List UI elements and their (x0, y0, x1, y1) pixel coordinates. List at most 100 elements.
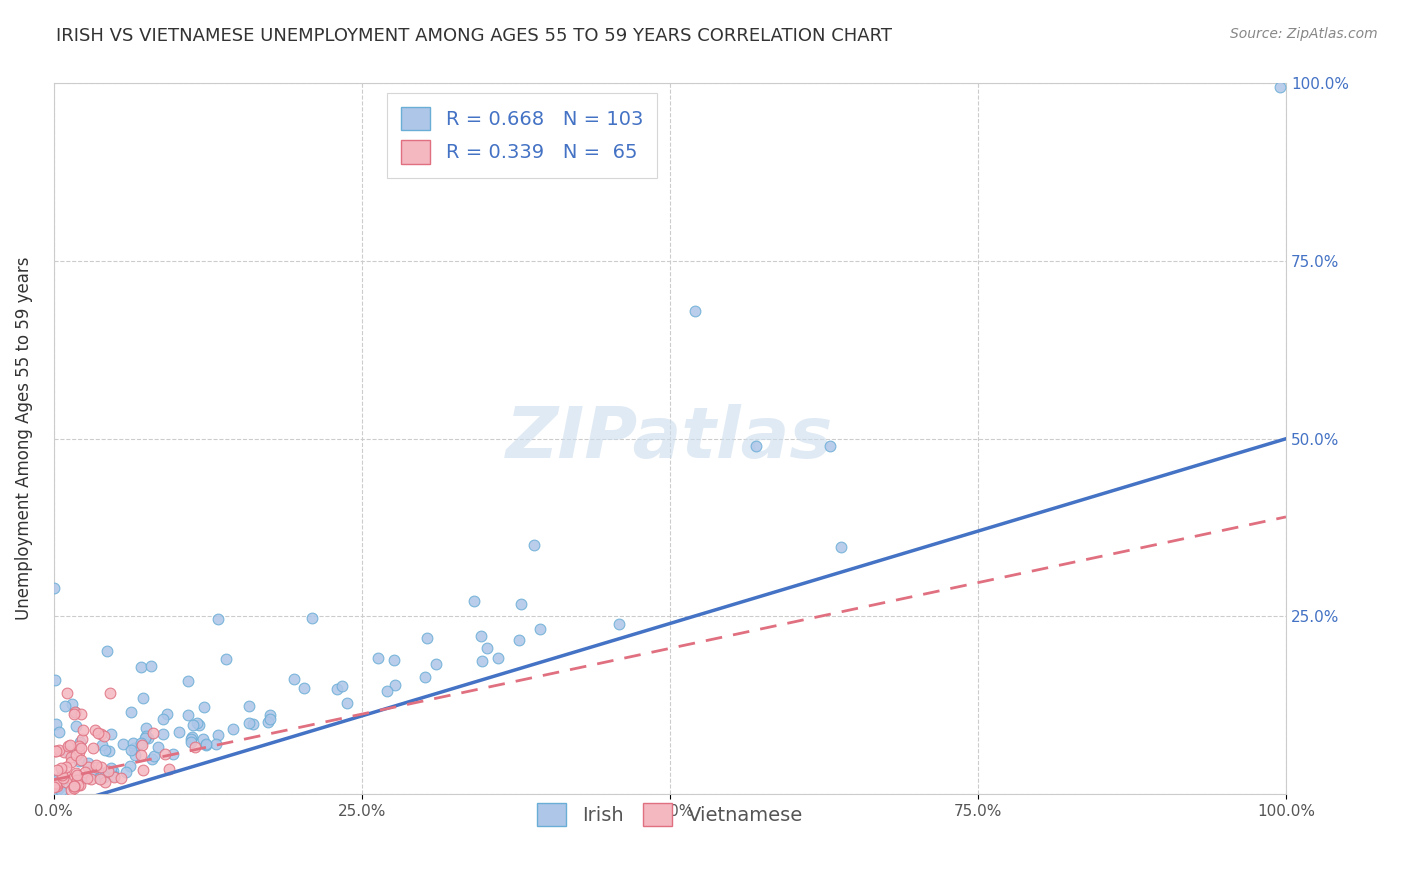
Point (103, 770, 125, 784)
Point (87, 726, 110, 740)
Point (148, 740, 170, 755)
Point (51, 760, 73, 774)
Point (56, 686, 79, 700)
Point (180, 735, 202, 749)
Point (283, 672, 305, 686)
Point (131, 747, 153, 762)
Point (129, 660, 152, 674)
Point (242, 716, 264, 731)
Point (152, 712, 174, 726)
Point (100, 727, 122, 741)
Point (110, 771, 132, 785)
Legend: Irish, Vietnamese: Irish, Vietnamese (529, 795, 810, 834)
Point (177, 707, 200, 722)
Point (91, 765, 114, 780)
Point (135, 729, 157, 743)
Point (180, 731, 202, 745)
Point (222, 722, 245, 736)
Point (98, 686, 121, 700)
Point (238, 699, 260, 714)
Point (45, 717, 67, 731)
Point (72, 723, 94, 737)
Point (84, 757, 107, 772)
Point (94, 743, 117, 757)
Point (122, 736, 145, 750)
Point (176, 674, 198, 689)
Point (48, 780, 70, 795)
Point (96, 644, 118, 658)
Point (301, 611, 323, 625)
Point (44, 582, 66, 596)
Point (607, 617, 630, 632)
Point (69, 778, 91, 792)
Point (384, 653, 406, 667)
Point (45, 779, 67, 793)
Point (475, 641, 498, 656)
Point (59, 783, 82, 797)
Point (45, 744, 67, 758)
Point (65, 767, 87, 781)
Point (97, 744, 120, 758)
Point (53, 698, 76, 713)
Point (162, 747, 184, 762)
Point (48, 772, 70, 786)
Point (259, 712, 281, 726)
Point (187, 717, 209, 731)
Point (66, 773, 89, 788)
Point (523, 538, 546, 552)
Point (470, 629, 492, 643)
Point (80, 772, 103, 786)
Point (70, 706, 93, 721)
Point (470, 654, 492, 668)
Point (72, 731, 94, 746)
Point (103, 769, 125, 783)
Point (45, 776, 67, 790)
Point (818, 439, 841, 453)
Point (204, 737, 226, 751)
Point (508, 632, 530, 647)
Point (122, 740, 145, 755)
Point (186, 715, 208, 730)
Point (100, 761, 122, 775)
Point (59, 755, 82, 769)
Text: Source: ZipAtlas.com: Source: ZipAtlas.com (1230, 27, 1378, 41)
Point (156, 707, 179, 722)
Point (89, 772, 111, 787)
Point (65, 766, 87, 780)
Point (375, 684, 398, 698)
Point (52, 771, 75, 785)
Point (70, 740, 93, 755)
Point (152, 727, 174, 741)
Point (66, 778, 89, 792)
Point (77, 756, 100, 770)
Point (259, 707, 281, 722)
Point (1268, 80, 1291, 95)
Point (292, 681, 315, 696)
Point (62, 779, 84, 793)
Point (93, 730, 115, 744)
Point (82, 740, 104, 755)
Point (48, 724, 70, 739)
Point (330, 679, 353, 693)
Point (51, 772, 73, 787)
Point (90, 738, 112, 752)
Point (63, 706, 86, 721)
Point (45, 782, 67, 797)
Point (44, 744, 66, 758)
Point (131, 738, 153, 752)
Point (326, 681, 349, 696)
Point (118, 759, 141, 773)
Point (70, 752, 93, 766)
Point (413, 670, 436, 684)
Point (60, 749, 83, 764)
Point (183, 718, 205, 732)
Point (90, 760, 112, 774)
Point (238, 716, 260, 731)
Point (124, 747, 146, 762)
Point (256, 714, 278, 729)
Point (83, 723, 105, 737)
Point (69, 746, 91, 760)
Point (65, 705, 87, 719)
Point (194, 738, 217, 752)
Text: ZIPatlas: ZIPatlas (506, 404, 834, 474)
